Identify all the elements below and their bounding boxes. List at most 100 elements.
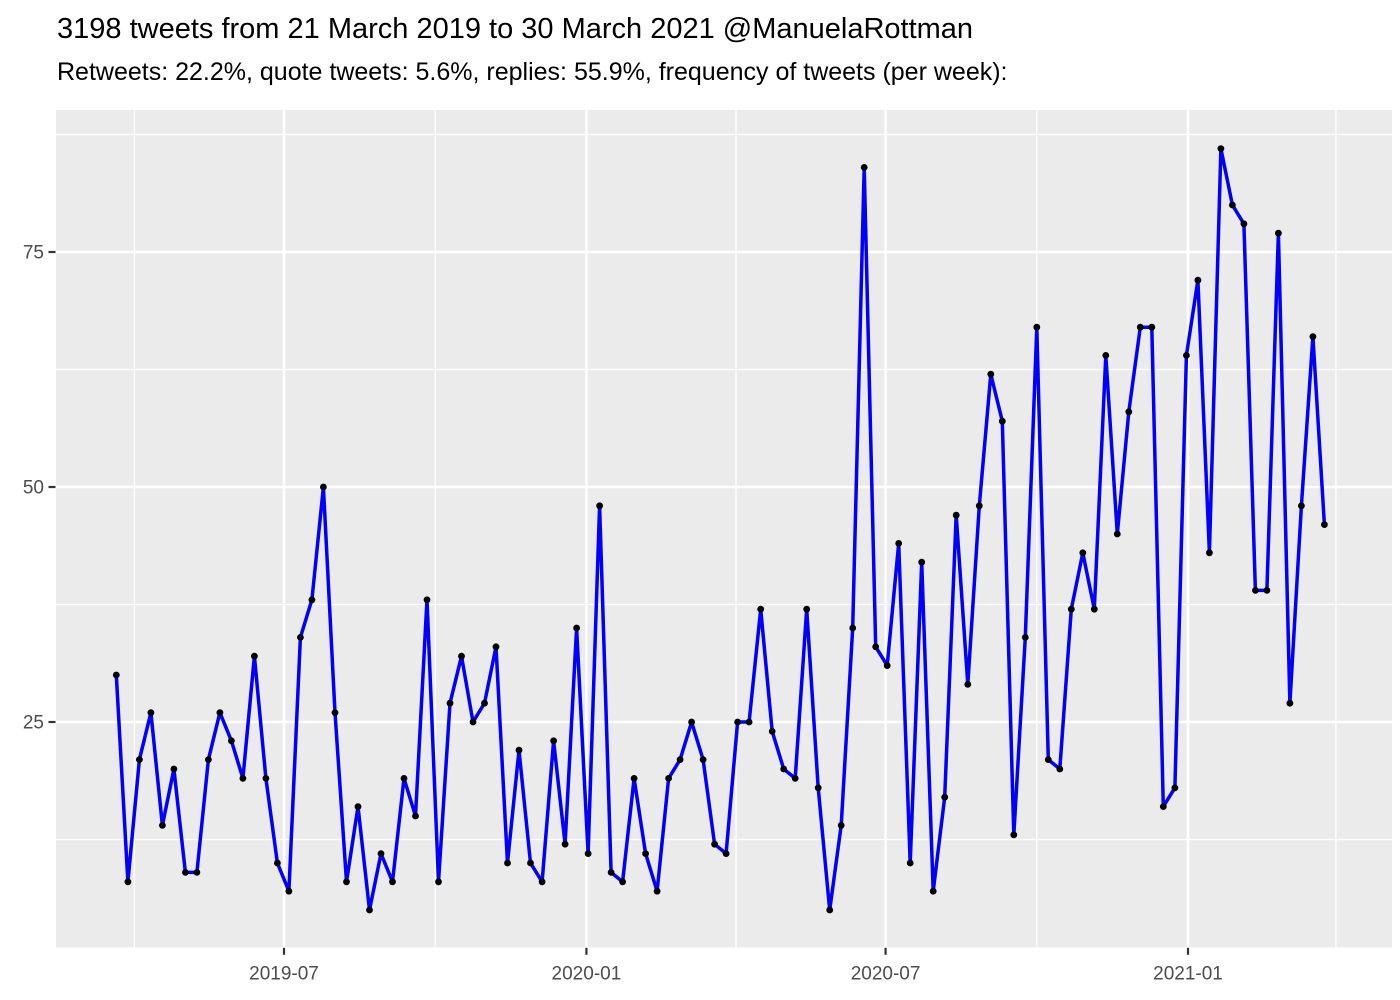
y-tick-label: 75 [23,243,44,264]
data-point [377,850,385,857]
data-point [251,652,258,660]
data-point [607,869,615,876]
data-point [1136,323,1144,331]
data-point [1275,229,1282,237]
data-point [814,784,822,792]
data-point [228,737,235,745]
data-point [469,718,477,726]
data-point [205,756,212,763]
data-point [837,822,845,829]
data-point [722,850,730,857]
data-point [1033,323,1041,331]
data-point [860,164,868,171]
data-point [780,765,788,773]
data-point [446,699,454,707]
data-point [147,709,155,716]
data-point [1309,333,1317,340]
data-point [1102,352,1110,359]
data-point [527,859,534,867]
data-point [826,906,834,914]
data-point [343,878,350,886]
data-point [1171,784,1179,792]
data-point [1044,756,1052,763]
data-point [1021,634,1029,641]
data-point [354,803,362,810]
data-point [584,850,592,857]
data-point [124,878,132,886]
data-point [538,878,546,886]
data-point [1125,408,1133,416]
data-point [895,540,903,547]
data-point [918,558,926,566]
data-point [630,775,638,782]
data-point [1263,587,1271,594]
data-point [1229,201,1236,209]
data-point [112,671,120,679]
data-point [285,887,293,895]
data-point [1194,276,1202,284]
data-point [1113,530,1121,538]
data-point [216,709,224,716]
chart-subtitle: Retweets: 22.2%, quote tweets: 5.6%, rep… [57,58,1008,86]
data-point [1321,521,1328,528]
data-point [308,596,316,604]
data-point [1159,803,1167,810]
data-point [170,765,178,773]
data-point [435,878,442,886]
data-point [136,756,143,763]
data-point [481,699,488,707]
data-point [331,709,339,716]
x-tick-label: 2020-07 [851,963,921,984]
data-point [1252,587,1259,594]
data-point [193,869,201,876]
data-point [274,859,281,867]
data-point [849,624,857,632]
data-point [791,775,799,782]
data-point [550,737,557,745]
data-point [883,662,891,669]
data-point [653,887,661,895]
data-point [1206,549,1213,557]
data-point [757,605,765,613]
data-point [1148,323,1156,331]
data-point [1079,549,1087,557]
data-point [734,718,741,726]
data-point [596,502,603,510]
data-point [458,652,465,660]
data-point [1067,605,1075,613]
data-point [561,840,569,848]
data-point [1286,699,1294,707]
chart-panel [56,110,1392,948]
data-point [1240,220,1248,228]
data-point [1090,605,1098,613]
data-point [297,634,304,641]
chart-line [114,146,1327,912]
data-point [182,869,189,876]
data-point [906,859,914,867]
data-point [504,859,511,867]
x-tick-label: 2021-01 [1153,963,1223,984]
data-point [688,718,695,726]
data-point [941,793,949,801]
data-point [1056,765,1064,773]
data-point [320,483,327,491]
y-tick-label: 50 [23,478,44,499]
data-point [573,624,580,632]
data-point [400,775,408,782]
data-point [642,850,649,857]
data-point [262,775,270,782]
data-point [515,746,523,754]
data-point [366,906,373,914]
data-point [1183,352,1190,359]
chart-title: 3198 tweets from 21 March 2019 to 30 Mar… [57,13,974,45]
data-point [964,681,972,688]
data-point [1217,145,1225,153]
data-point [987,370,995,378]
data-point [239,775,247,782]
y-tick-label: 25 [23,713,44,734]
data-point [803,605,811,613]
data-point [412,812,419,820]
x-tick-label: 2020-01 [552,963,622,984]
data-point [872,643,880,651]
